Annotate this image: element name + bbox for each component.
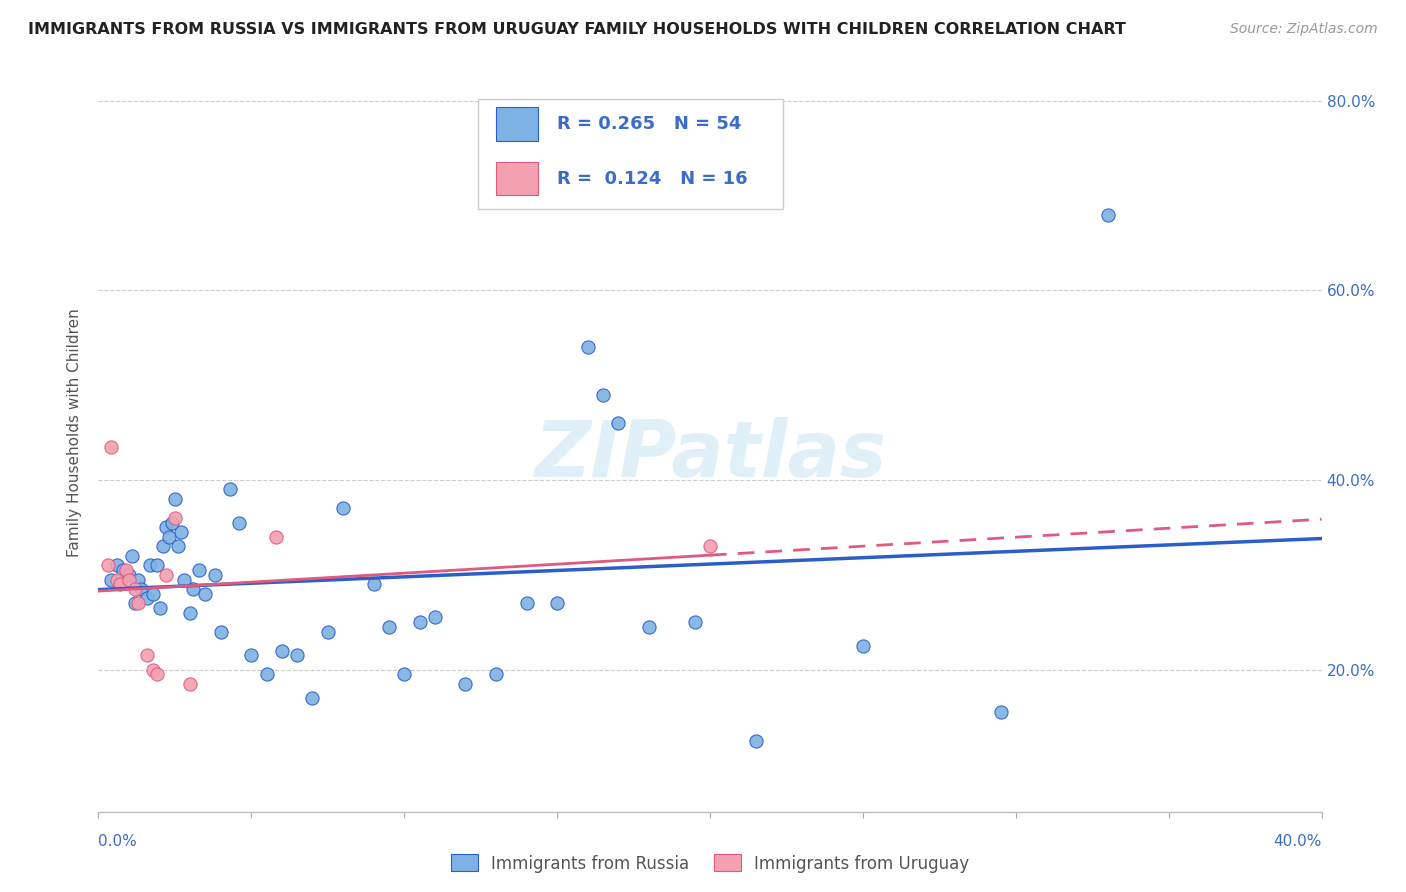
Point	[155, 567, 177, 582]
Text: R = 0.265   N = 54: R = 0.265 N = 54	[557, 115, 741, 133]
Point	[316, 624, 339, 639]
Point	[145, 667, 167, 681]
Point	[139, 558, 162, 573]
Point	[170, 525, 193, 540]
Point	[454, 677, 477, 691]
Point	[118, 573, 141, 587]
Point	[194, 587, 217, 601]
Point	[155, 520, 177, 534]
FancyBboxPatch shape	[496, 107, 537, 141]
Point	[152, 539, 174, 553]
Point	[516, 596, 538, 610]
Point	[142, 587, 165, 601]
Point	[256, 667, 278, 681]
Point	[124, 582, 146, 596]
Point	[392, 667, 416, 681]
Point	[745, 733, 768, 747]
Point	[127, 573, 149, 587]
Point	[485, 667, 508, 681]
Point	[990, 705, 1012, 719]
Point	[115, 563, 138, 577]
Point	[240, 648, 263, 663]
Point	[683, 615, 706, 630]
Point	[100, 573, 122, 587]
Text: IMMIGRANTS FROM RUSSIA VS IMMIGRANTS FROM URUGUAY FAMILY HOUSEHOLDS WITH CHILDRE: IMMIGRANTS FROM RUSSIA VS IMMIGRANTS FRO…	[28, 22, 1126, 37]
Text: 0.0%: 0.0%	[98, 834, 138, 849]
Point	[173, 573, 195, 587]
Point	[637, 620, 661, 634]
Point	[149, 601, 172, 615]
Point	[576, 340, 599, 354]
FancyBboxPatch shape	[478, 99, 783, 209]
Point	[127, 596, 149, 610]
Point	[378, 620, 401, 634]
Point	[108, 577, 131, 591]
Point	[111, 563, 134, 577]
Point	[157, 530, 180, 544]
Text: R =  0.124   N = 16: R = 0.124 N = 16	[557, 169, 748, 187]
Point	[118, 567, 141, 582]
Point	[1097, 208, 1119, 222]
Point	[121, 549, 143, 563]
Point	[136, 591, 159, 606]
Point	[145, 558, 167, 573]
Point	[592, 388, 614, 402]
Point	[97, 558, 120, 573]
Point	[363, 577, 385, 591]
Point	[264, 530, 287, 544]
Point	[204, 567, 226, 582]
Point	[699, 539, 721, 553]
Point	[167, 539, 190, 553]
Point	[124, 596, 146, 610]
Point	[136, 648, 159, 663]
Point	[163, 491, 186, 506]
FancyBboxPatch shape	[496, 162, 537, 195]
Text: Source: ZipAtlas.com: Source: ZipAtlas.com	[1230, 22, 1378, 37]
Text: ZIPatlas: ZIPatlas	[534, 417, 886, 493]
Point	[228, 516, 250, 530]
Point	[852, 639, 875, 653]
Point	[423, 610, 446, 624]
Point	[160, 516, 183, 530]
Point	[209, 624, 232, 639]
Y-axis label: Family Households with Children: Family Households with Children	[67, 309, 83, 557]
Point	[181, 582, 204, 596]
Point	[100, 440, 122, 454]
Text: 40.0%: 40.0%	[1274, 834, 1322, 849]
Point	[105, 573, 128, 587]
Point	[142, 663, 165, 677]
Point	[105, 558, 128, 573]
Point	[179, 677, 201, 691]
Point	[285, 648, 308, 663]
Point	[163, 511, 186, 525]
Point	[546, 596, 568, 610]
Point	[188, 563, 211, 577]
Point	[179, 606, 201, 620]
Point	[129, 582, 152, 596]
Point	[301, 690, 323, 705]
Point	[408, 615, 430, 630]
Legend: Immigrants from Russia, Immigrants from Uruguay: Immigrants from Russia, Immigrants from …	[444, 847, 976, 880]
Point	[332, 501, 354, 516]
Point	[270, 643, 292, 657]
Point	[607, 416, 630, 430]
Point	[219, 483, 242, 497]
